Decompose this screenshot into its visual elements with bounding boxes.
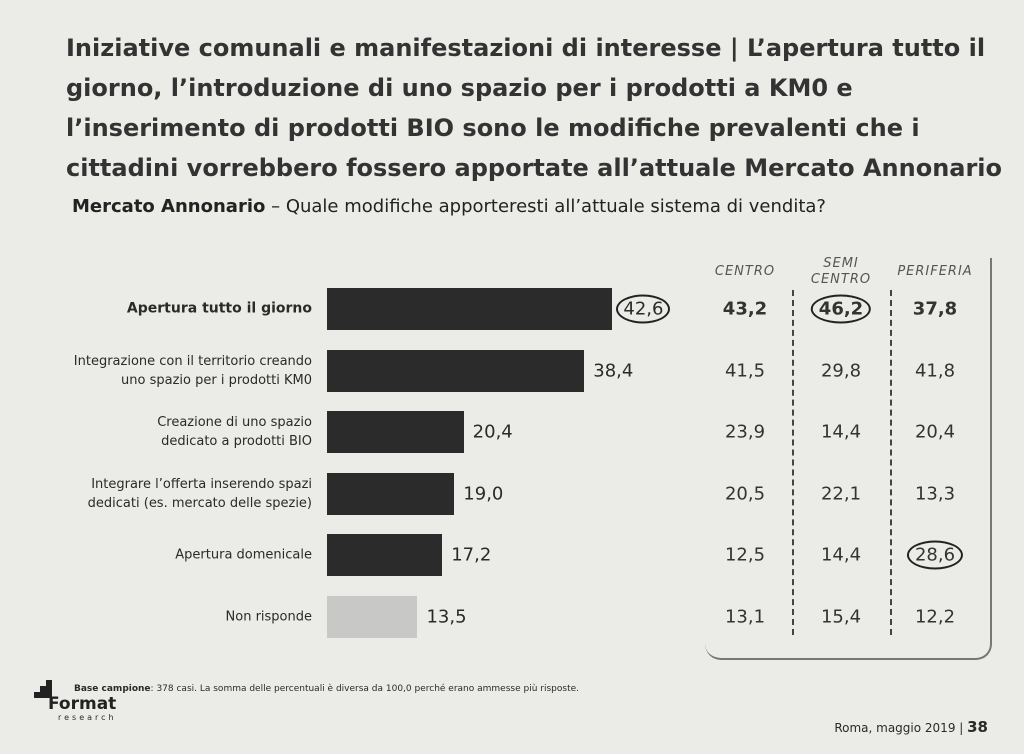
logo-icon — [34, 680, 52, 698]
bar — [327, 534, 443, 576]
logo: Format — [48, 694, 117, 714]
subtitle-text: – Quale modifiche apporteresti all’attua… — [271, 196, 826, 217]
table-cell: 46,2 — [810, 294, 872, 324]
category-label: Creazione di uno spazio dedicato a prodo… — [157, 415, 312, 449]
footnote: Base campione: 378 casi. La somma delle … — [74, 684, 579, 694]
table-cell: 41,8 — [914, 360, 956, 381]
page-number: 38 — [967, 718, 988, 736]
bar — [327, 472, 455, 515]
subtitle-bold: Mercato Annonario — [72, 196, 266, 217]
table-cell: 20,4 — [914, 421, 956, 443]
page-footer: Roma, maggio 2019 | 38 — [834, 718, 988, 736]
value-label: 20,4 — [472, 421, 513, 443]
table-cell: 12,2 — [914, 606, 956, 627]
table-cell: 41,5 — [724, 360, 766, 381]
column-header: SEMI CENTRO — [810, 256, 872, 287]
table-frame — [705, 258, 992, 660]
table-cell: 37,8 — [912, 298, 958, 320]
bar — [327, 595, 418, 638]
table-cell: 29,8 — [820, 360, 862, 381]
category-label: Integrare l’offerta inserendo spazi dedi… — [87, 476, 312, 511]
category-label: Non risponde — [225, 609, 312, 624]
category-label: Integrazione con il territorio creando u… — [73, 353, 312, 388]
table-cell: 28,6 — [906, 540, 964, 570]
table-cell: 14,4 — [820, 544, 862, 566]
value-label: 19,0 — [463, 483, 504, 504]
bar — [327, 288, 613, 330]
column-header: PERIFERIA — [897, 264, 973, 279]
slide-title: Iniziative comunali e manifestazioni di … — [66, 34, 1003, 182]
value-label: 17,2 — [451, 544, 492, 566]
value-label: 13,5 — [426, 606, 467, 627]
table-cell: 13,3 — [914, 483, 956, 504]
table-cell: 15,4 — [820, 606, 862, 627]
table-cell: 43,2 — [722, 298, 768, 320]
table-cell: 13,1 — [724, 606, 766, 627]
table-cell: 20,5 — [724, 483, 766, 504]
table-cell: 22,1 — [820, 483, 862, 504]
bar — [327, 411, 464, 453]
column-separator — [890, 290, 892, 635]
logo-sub: research — [58, 713, 117, 722]
footnote-text: : 378 casi. La somma delle percentuali è… — [150, 684, 579, 694]
category-label: Apertura domenicale — [175, 547, 312, 563]
column-separator — [792, 290, 794, 635]
value-label: 38,4 — [593, 360, 634, 381]
table-cell: 12,5 — [724, 544, 766, 566]
subtitle: Mercato Annonario – Quale modifiche appo… — [72, 196, 826, 217]
table-cell: 14,4 — [820, 421, 862, 443]
category-label: Apertura tutto il giorno — [126, 300, 312, 317]
table-cell: 23,9 — [724, 421, 766, 443]
column-header: CENTRO — [714, 264, 776, 279]
footnote-label: Base campione — [74, 684, 151, 694]
bar — [327, 349, 585, 392]
value-label: 42,6 — [616, 294, 671, 324]
place-date: Roma, maggio 2019 — [834, 721, 956, 735]
